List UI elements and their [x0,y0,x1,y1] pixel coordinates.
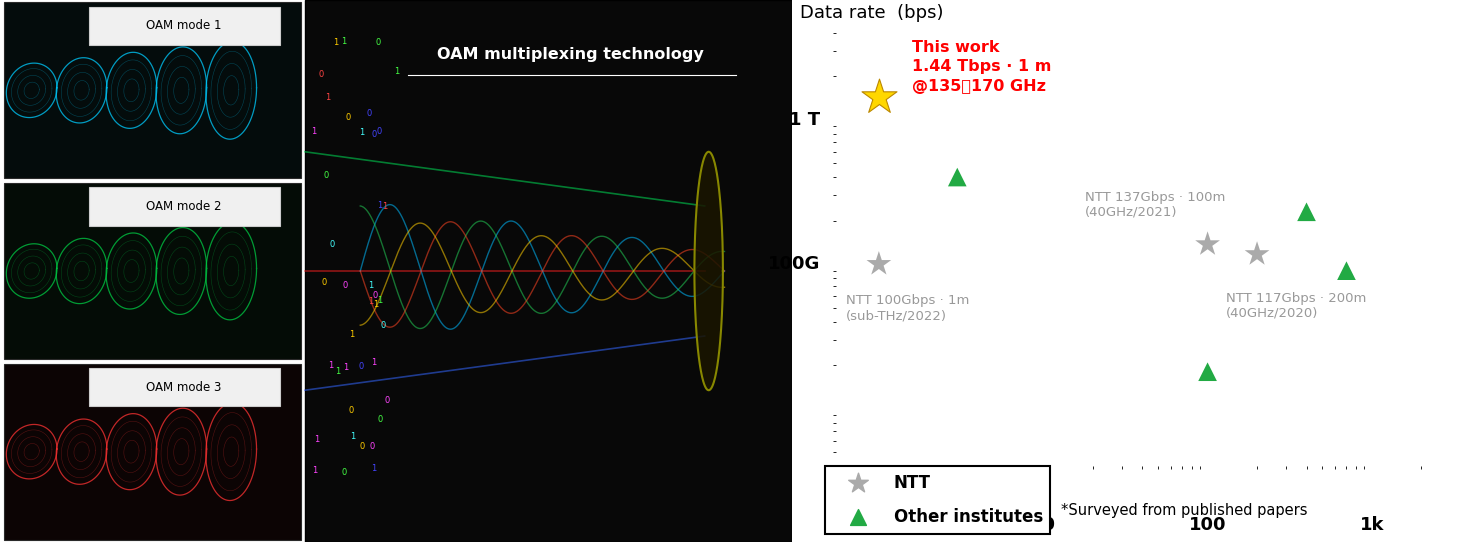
Text: NTT 137Gbps · 100m
(40GHz/2021): NTT 137Gbps · 100m (40GHz/2021) [1085,191,1225,219]
Text: Other institutes: Other institutes [894,508,1043,526]
Text: 0: 0 [342,468,346,476]
FancyBboxPatch shape [824,466,1049,534]
Text: 1: 1 [371,464,376,474]
Text: OAM mode 3: OAM mode 3 [147,380,222,393]
Text: NTT 100Gbps · 1m
(sub-THz/2022): NTT 100Gbps · 1m (sub-THz/2022) [847,294,969,322]
Text: 10: 10 [1030,516,1055,534]
Text: 0: 0 [324,171,329,180]
Point [867,260,891,268]
Text: 0: 0 [321,279,327,287]
FancyBboxPatch shape [4,2,300,178]
Text: 1: 1 [371,358,376,367]
Text: This work
1.44 Tbps · 1 m
@135～170 GHz: This work 1.44 Tbps · 1 m @135～170 GHz [912,40,1052,94]
Text: OAM mode 1: OAM mode 1 [147,20,222,32]
Text: 1: 1 [351,432,355,441]
Point [1245,250,1268,259]
Point [847,479,870,487]
Text: 0: 0 [371,130,377,139]
Text: 0: 0 [345,113,351,122]
Text: 1: 1 [334,367,340,376]
Point [1335,266,1359,275]
Text: 0: 0 [360,442,366,451]
Point [847,513,870,521]
Polygon shape [694,152,722,390]
Text: NTT 117Gbps · 200m
(40GHz/2020): NTT 117Gbps · 200m (40GHz/2020) [1227,292,1366,320]
Text: 0: 0 [348,406,354,415]
Text: OAM multiplexing technology: OAM multiplexing technology [437,47,703,62]
Text: 0: 0 [385,396,389,405]
Text: 1: 1 [377,201,382,210]
FancyBboxPatch shape [89,368,280,406]
Text: 0: 0 [376,127,382,136]
Text: 1: 1 [873,516,885,534]
Point [867,92,891,101]
Text: 0: 0 [370,442,374,451]
Text: 1: 1 [377,296,383,305]
Text: 0: 0 [342,281,348,291]
Text: 1k: 1k [1360,516,1384,534]
Text: 100G: 100G [768,255,820,273]
FancyBboxPatch shape [4,183,300,359]
Text: 0: 0 [374,38,380,48]
Text: 0: 0 [380,321,385,331]
Text: 1: 1 [358,128,364,137]
Text: 0: 0 [318,70,324,79]
Text: 1: 1 [394,67,400,76]
Text: 1: 1 [373,300,377,308]
Text: NTT: NTT [894,474,931,492]
Text: 1: 1 [349,330,355,339]
Text: 0: 0 [330,240,334,249]
Text: 1: 1 [340,37,346,46]
Text: Data rate  (bps): Data rate (bps) [799,4,943,22]
FancyBboxPatch shape [4,364,300,540]
Text: 1: 1 [312,467,317,475]
Text: OAM mode 2: OAM mode 2 [147,200,222,213]
FancyBboxPatch shape [89,187,280,225]
Text: 1: 1 [369,281,373,289]
Text: 0: 0 [373,291,377,300]
Point [946,173,969,182]
Text: 1: 1 [311,126,317,136]
Text: *Surveyed from published papers: *Surveyed from published papers [1061,504,1307,519]
Text: 1: 1 [327,361,333,370]
Text: 1: 1 [326,93,332,101]
FancyBboxPatch shape [89,7,280,45]
Text: 1: 1 [369,297,374,306]
Point [1295,208,1319,216]
Text: 1 T: 1 T [789,111,820,128]
Point [1196,367,1220,376]
Text: 1: 1 [343,363,349,372]
Text: 0: 0 [358,362,364,371]
FancyBboxPatch shape [305,0,792,542]
Text: 100: 100 [1188,516,1227,534]
Point [1196,240,1220,249]
Text: 0: 0 [366,109,371,118]
Text: 1: 1 [333,37,339,47]
Text: 0: 0 [377,416,383,424]
Text: 1: 1 [314,435,320,444]
Text: 1: 1 [382,202,388,211]
